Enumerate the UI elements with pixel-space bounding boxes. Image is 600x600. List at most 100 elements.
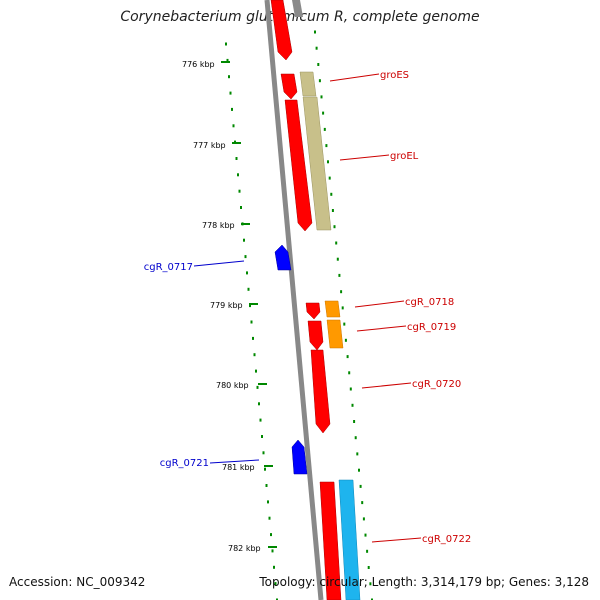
ruler-dot — [328, 176, 331, 180]
ruler-dot — [240, 206, 242, 209]
ruler-dot — [338, 273, 341, 277]
ruler-dot — [268, 516, 271, 520]
label-cgR_0717[interactable]: cgR_0717 — [144, 262, 193, 273]
tick-label-779: 779 kbp — [210, 301, 243, 310]
ruler-dot — [255, 369, 257, 373]
gene-cgR_0721-arrow[interactable] — [291, 439, 308, 475]
ruler-dot — [238, 189, 241, 193]
ruler-dot — [371, 598, 373, 600]
ruler-dot — [231, 107, 233, 111]
leader-cgR_0722 — [371, 537, 422, 543]
ruler-dot — [362, 517, 365, 521]
ruler-dot — [232, 124, 235, 128]
ruler-dot — [235, 157, 238, 160]
ruler-dot — [367, 566, 370, 569]
ruler-dot — [259, 418, 262, 422]
ruler-dot — [250, 320, 253, 324]
tick-label-782: 782 kbp — [228, 544, 261, 553]
accession-text: Accession: NC_009342 — [9, 575, 146, 589]
gene-cgR_0722-feature[interactable] — [338, 479, 361, 600]
label-cgR_0721[interactable]: cgR_0721 — [160, 458, 209, 469]
ruler-dot — [256, 385, 259, 389]
ruler-dot — [246, 271, 248, 275]
gene-cgR_0722-arrow[interactable] — [319, 481, 342, 600]
ruler-dot — [330, 192, 333, 196]
ruler-dot — [344, 338, 347, 342]
gene-cgR_0718-feature[interactable] — [324, 300, 341, 318]
ruler-dot — [253, 353, 256, 357]
ruler-dot — [273, 565, 275, 569]
ruler-dot — [361, 501, 364, 505]
feature-partial-top-gray — [292, 0, 303, 17]
gene-cgR_0719-arrow[interactable] — [307, 320, 324, 351]
scale-ruler — [225, 42, 278, 600]
ruler-dot — [356, 452, 359, 456]
ruler-dot — [267, 500, 269, 504]
ruler-dot — [229, 91, 232, 95]
gene-cgR_0720-arrow[interactable] — [310, 349, 331, 434]
genome-backbone — [264, 0, 324, 600]
ruler-dot — [265, 484, 268, 487]
tick-label-778: 778 kbp — [202, 221, 235, 230]
ruler-dot — [331, 209, 334, 212]
ruler-dot — [366, 549, 369, 553]
ruler-dot — [364, 533, 367, 537]
gene-groEL-feature[interactable] — [302, 96, 332, 231]
ruler-dot — [317, 63, 320, 66]
ruler-dot — [322, 111, 325, 115]
ruler-dot — [262, 451, 265, 455]
outer-ruler — [314, 30, 373, 600]
ruler-dot — [258, 402, 260, 406]
ruler-dot — [323, 127, 326, 131]
ruler-dot — [244, 255, 247, 259]
ruler-dot — [369, 582, 372, 586]
ruler-dot — [226, 58, 229, 62]
leader-cgR_0721 — [209, 459, 260, 464]
leader-cgR_0719 — [356, 325, 407, 332]
ruler-dot — [264, 467, 266, 471]
ruler-dot — [320, 95, 323, 99]
tick-label-780: 780 kbp — [216, 381, 249, 390]
ruler-dot — [353, 420, 356, 423]
gene-groES-arrow[interactable] — [280, 73, 298, 100]
ruler-dot — [325, 144, 328, 148]
label-cgR_0719[interactable]: cgR_0719 — [407, 322, 456, 333]
ruler-dot — [252, 336, 254, 340]
ruler-dot — [225, 42, 227, 46]
ruler-dot — [359, 484, 362, 488]
ruler-dot — [271, 549, 274, 553]
gene-cgR_0719-feature[interactable] — [326, 319, 344, 349]
gene-partial-top-forward[interactable] — [270, 0, 293, 61]
ruler-dot — [318, 79, 321, 83]
ruler-dot — [354, 436, 357, 440]
ruler-dot — [243, 238, 245, 242]
ruler-dot — [349, 387, 352, 391]
ruler-dot — [335, 241, 338, 245]
label-groEL[interactable]: groEL — [390, 151, 419, 162]
ruler-dot — [314, 30, 316, 34]
label-cgR_0718[interactable]: cgR_0718 — [405, 297, 454, 308]
ruler-dot — [346, 355, 349, 359]
leader-groEL — [339, 154, 390, 161]
ruler-dot — [237, 173, 239, 177]
ruler-dot — [336, 257, 339, 261]
ruler-dot — [348, 371, 351, 375]
tick-label-781: 781 kbp — [222, 463, 255, 472]
ruler-dot — [333, 225, 336, 229]
ruler-dot — [340, 290, 343, 294]
tick-label-776: 776 kbp — [182, 60, 215, 69]
gene-cgR_0718-arrow[interactable] — [305, 302, 321, 320]
ruler-dot — [276, 598, 278, 600]
gene-groES-feature[interactable] — [299, 71, 317, 97]
label-groES[interactable]: groES — [380, 70, 409, 81]
gene-cgR_0717-arrow[interactable] — [274, 244, 292, 271]
ruler-dot — [315, 46, 318, 50]
ruler-dot — [358, 468, 360, 472]
label-cgR_0722[interactable]: cgR_0722 — [422, 534, 471, 545]
ruler-dot — [249, 304, 251, 308]
label-cgR_0720[interactable]: cgR_0720 — [412, 379, 461, 390]
leader-cgR_0717 — [193, 260, 245, 267]
leader-groES — [329, 73, 380, 82]
gene-groEL-arrow[interactable] — [284, 99, 313, 232]
